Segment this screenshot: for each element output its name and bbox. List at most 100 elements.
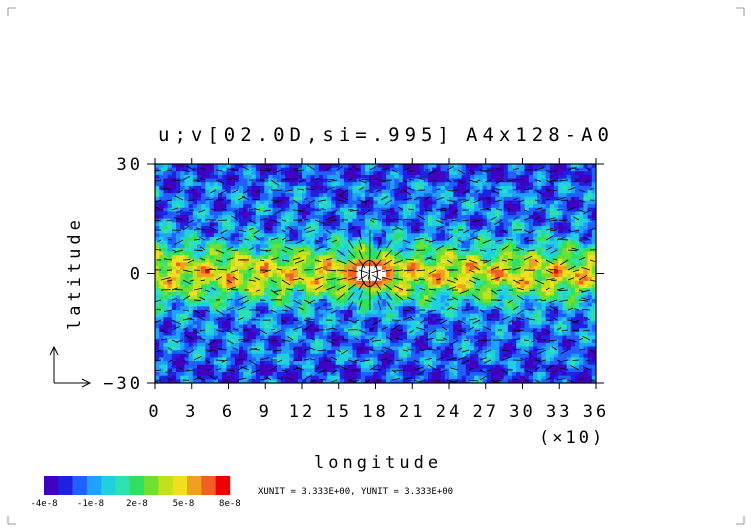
field-cell bbox=[465, 306, 471, 311]
field-cell bbox=[461, 200, 467, 205]
field-cell bbox=[268, 204, 273, 209]
field-cell bbox=[381, 328, 387, 333]
field-cell bbox=[281, 313, 286, 318]
field-cell bbox=[310, 171, 315, 176]
field-cell bbox=[579, 167, 584, 172]
field-cell bbox=[377, 247, 383, 252]
field-cell bbox=[234, 222, 240, 227]
field-cell bbox=[520, 174, 525, 179]
field-cell bbox=[415, 164, 420, 169]
field-cell bbox=[272, 277, 278, 282]
field-cell bbox=[323, 328, 328, 333]
field-cell bbox=[344, 269, 349, 274]
field-cell bbox=[579, 291, 584, 296]
field-cell bbox=[230, 320, 236, 325]
field-cell bbox=[474, 269, 479, 274]
field-cell bbox=[184, 299, 189, 304]
field-cell bbox=[499, 204, 504, 209]
field-cell bbox=[197, 306, 202, 311]
field-cell bbox=[562, 244, 567, 249]
field-cell bbox=[352, 237, 357, 242]
field-cell bbox=[239, 273, 244, 278]
field-cell bbox=[171, 320, 177, 325]
field-cell bbox=[402, 164, 408, 169]
field-cell bbox=[293, 335, 299, 340]
field-cell bbox=[402, 200, 408, 205]
field-cell bbox=[486, 200, 492, 205]
field-cell bbox=[583, 167, 588, 172]
field-cell bbox=[205, 167, 210, 172]
field-cell bbox=[457, 280, 462, 285]
field-cell bbox=[159, 215, 164, 220]
field-cell bbox=[549, 200, 555, 205]
field-cell bbox=[289, 200, 294, 205]
field-cell bbox=[184, 269, 189, 274]
field-cell bbox=[587, 229, 593, 234]
field-cell bbox=[562, 291, 567, 296]
field-cell bbox=[293, 251, 299, 256]
field-cell bbox=[428, 280, 433, 285]
field-cell bbox=[440, 237, 446, 242]
field-cell bbox=[537, 251, 542, 256]
field-cell bbox=[507, 251, 513, 256]
field-cell bbox=[344, 284, 349, 289]
field-cell bbox=[549, 258, 555, 263]
field-cell bbox=[465, 226, 471, 231]
field-cell bbox=[373, 211, 378, 216]
field-cell bbox=[449, 189, 454, 194]
field-cell bbox=[491, 189, 496, 194]
field-cell bbox=[226, 164, 231, 169]
field-cell bbox=[197, 291, 202, 296]
field-cell bbox=[239, 167, 244, 172]
field-cell bbox=[201, 251, 206, 256]
field-cell bbox=[180, 310, 185, 315]
field-cell bbox=[230, 193, 236, 198]
field-cell bbox=[549, 171, 555, 176]
field-cell bbox=[591, 218, 596, 223]
field-cell bbox=[276, 229, 282, 234]
field-cell bbox=[167, 269, 173, 274]
field-cell bbox=[335, 255, 341, 260]
field-cell bbox=[558, 269, 563, 274]
field-cell bbox=[218, 331, 223, 336]
field-cell bbox=[281, 335, 286, 340]
field-cell bbox=[226, 273, 231, 278]
field-cell bbox=[512, 189, 517, 194]
field-cell bbox=[474, 244, 479, 249]
field-cell bbox=[222, 247, 227, 252]
field-cell bbox=[243, 295, 248, 300]
field-cell bbox=[251, 288, 257, 293]
field-cell bbox=[444, 266, 450, 271]
field-cell bbox=[213, 226, 219, 231]
field-cell bbox=[222, 335, 227, 340]
field-cell bbox=[482, 196, 488, 201]
field-cell bbox=[470, 229, 475, 234]
field-cell bbox=[503, 306, 509, 311]
field-cell bbox=[176, 207, 181, 212]
field-cell bbox=[192, 204, 198, 209]
field-cell bbox=[516, 171, 521, 176]
field-cell bbox=[377, 262, 383, 267]
field-cell bbox=[327, 269, 332, 274]
field-cell bbox=[339, 310, 345, 315]
field-cell bbox=[554, 273, 559, 278]
field-cell bbox=[356, 240, 362, 245]
field-cell bbox=[503, 233, 509, 238]
field-cell bbox=[499, 306, 504, 311]
field-cell bbox=[591, 167, 596, 172]
field-cell bbox=[373, 302, 378, 307]
field-cell bbox=[457, 310, 462, 315]
field-cell bbox=[377, 324, 383, 329]
field-cell bbox=[541, 269, 546, 274]
field-cell bbox=[155, 317, 160, 322]
field-cell bbox=[318, 171, 324, 176]
field-cell bbox=[276, 222, 282, 227]
field-cell bbox=[436, 266, 441, 271]
field-cell bbox=[516, 244, 521, 249]
field-cell bbox=[167, 258, 173, 263]
field-cell bbox=[176, 229, 181, 234]
field-cell bbox=[339, 335, 345, 340]
field-cell bbox=[302, 295, 307, 300]
field-cell bbox=[524, 196, 530, 201]
field-cell bbox=[381, 302, 387, 307]
